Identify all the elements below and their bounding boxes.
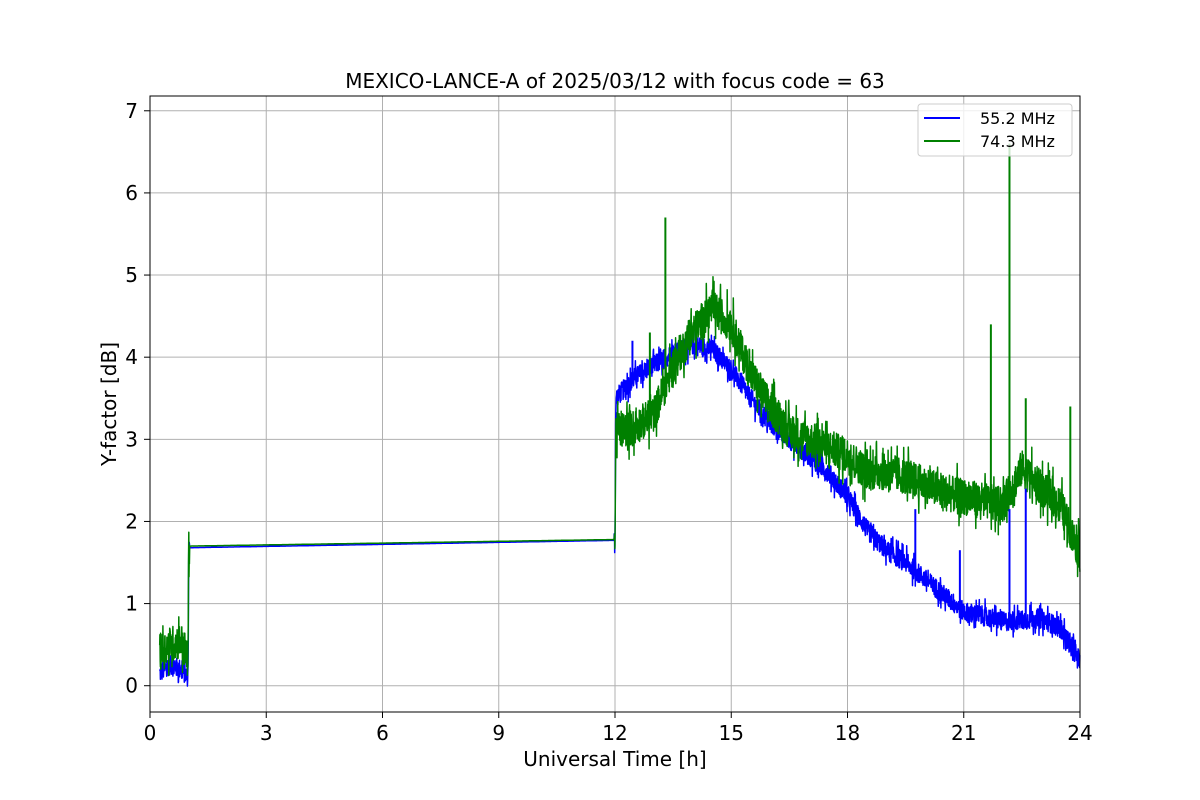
x-axis-label: Universal Time [h] xyxy=(523,747,706,771)
x-axis-ticks: 0 3 6 9 12 15 18 21 24 xyxy=(144,712,1093,745)
y-axis-ticks: 0 1 2 3 4 5 6 7 xyxy=(125,99,150,698)
y-tick-label: 5 xyxy=(125,263,138,287)
series-line-1 xyxy=(158,275,1081,677)
y-tick-label: 6 xyxy=(125,181,138,205)
y-tick-label: 2 xyxy=(125,509,138,533)
chart-title: MEXICO-LANCE-A of 2025/03/12 with focus … xyxy=(345,69,885,93)
x-tick-label: 0 xyxy=(144,721,157,745)
x-tick-label: 18 xyxy=(835,721,860,745)
x-tick-label: 9 xyxy=(492,721,505,745)
spike-group xyxy=(631,143,1072,622)
y-tick-label: 3 xyxy=(125,427,138,451)
y-tick-label: 1 xyxy=(125,592,138,616)
series-line-0 xyxy=(159,328,1081,687)
y-axis-label: Y-factor [dB] xyxy=(97,342,121,467)
x-tick-label: 21 xyxy=(951,721,976,745)
x-tick-label: 24 xyxy=(1067,721,1092,745)
legend-label-55-2-mhz: 55.2 MHz xyxy=(980,109,1055,128)
legend-label-74-3-mhz: 74.3 MHz xyxy=(980,132,1055,151)
y-tick-label: 4 xyxy=(125,345,138,369)
x-tick-label: 15 xyxy=(719,721,744,745)
x-tick-label: 12 xyxy=(602,721,627,745)
legend: 55.2 MHz 74.3 MHz xyxy=(917,103,1073,157)
x-tick-label: 6 xyxy=(376,721,389,745)
y-tick-label: 0 xyxy=(125,674,138,698)
series-group xyxy=(158,275,1081,687)
x-tick-label: 3 xyxy=(260,721,273,745)
y-tick-label: 7 xyxy=(125,99,138,123)
